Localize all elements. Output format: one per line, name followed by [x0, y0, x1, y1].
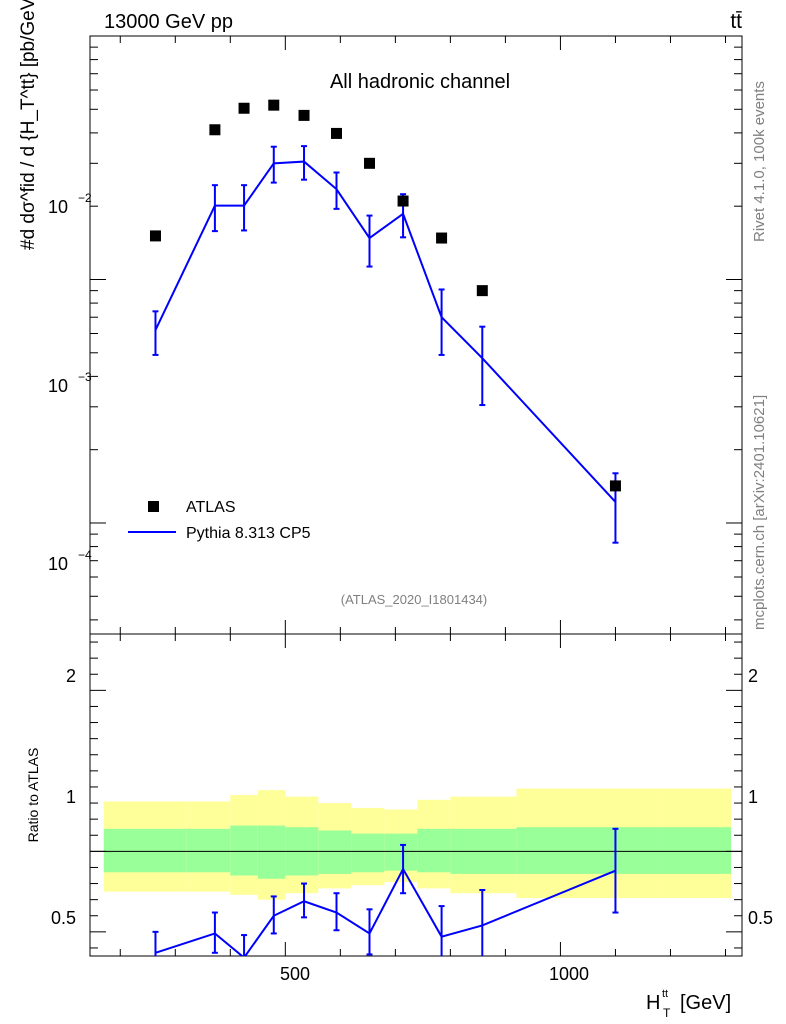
svg-text:tt: tt [662, 988, 668, 1000]
x-axis-label: H tt T [GeV] [646, 988, 731, 1020]
svg-text:−2: −2 [78, 191, 92, 205]
svg-text:10: 10 [48, 554, 68, 574]
atlas-series [149, 99, 621, 492]
x-tick-500: 500 [280, 964, 310, 984]
svg-text:H: H [646, 992, 660, 1014]
y-axis-label-main: #d dσ^fid / d {H_T^tt} [pb/GeV] [18, 0, 39, 250]
rivet-label: Rivet 4.1.0, 100k events [751, 81, 768, 242]
inner-band-bin [659, 827, 731, 874]
inner-band-bin [186, 828, 231, 873]
uncertainty-bands [90, 788, 742, 900]
atlas-point [364, 157, 376, 169]
pythia-line [154, 160, 617, 503]
atlas-point [268, 99, 280, 111]
svg-text:10: 10 [48, 197, 68, 217]
inner-band-bin [318, 830, 352, 874]
y-tick-label-1e-2: 10 −2 [48, 191, 92, 217]
analysis-label: (ATLAS_2020_I1801434) [341, 592, 487, 607]
svg-text:−4: −4 [78, 548, 92, 562]
inner-band-bin [351, 833, 385, 873]
atlas-point [330, 127, 342, 139]
ratio-tick-right-1: 1 [748, 787, 758, 807]
inner-band-bin [417, 828, 451, 873]
y-tick-label-1e-3: 10 −3 [48, 370, 92, 396]
atlas-point [149, 230, 161, 242]
pythia-ratio-series [152, 827, 619, 956]
process-label: tt̄ [730, 10, 742, 33]
legend-atlas-marker [148, 501, 159, 512]
legend-pythia-label: Pythia 8.313 CP5 [186, 525, 311, 542]
ratio-plot-area [152, 827, 619, 956]
inner-band-bin [257, 825, 286, 879]
ratio-frame [89, 633, 743, 957]
atlas-point [476, 285, 488, 297]
inner-band-bin [516, 827, 660, 874]
inner-band-bin [103, 828, 187, 873]
y-tick-label-1e-4: 10 −4 [48, 548, 92, 574]
mcplots-label: mcplots.cern.ch [arXiv:2401.10621] [751, 395, 768, 630]
svg-text:−3: −3 [78, 370, 92, 384]
energy-label: 13000 GeV pp [104, 11, 233, 33]
atlas-point [397, 195, 409, 207]
ratio-tick-1: 1 [66, 787, 76, 807]
legend-atlas-label: ATLAS [186, 499, 236, 516]
atlas-point [436, 232, 448, 244]
pythia-series [152, 145, 619, 544]
inner-band-bin [230, 825, 258, 876]
ratio-tick-right-0.5: 0.5 [748, 908, 773, 928]
x-tick-1000: 1000 [549, 964, 589, 984]
y-axis-label-ratio: Ratio to ATLAS [25, 748, 41, 843]
atlas-point [609, 480, 621, 492]
ratio-tick-right-2: 2 [748, 666, 758, 686]
main-frame [89, 35, 743, 635]
svg-text:10: 10 [48, 376, 68, 396]
inner-band-bin [384, 833, 418, 871]
atlas-point [209, 124, 221, 136]
svg-text:[GeV]: [GeV] [680, 992, 731, 1014]
ratio-tick-2: 2 [66, 666, 76, 686]
channel-label: All hadronic channel [330, 71, 510, 93]
atlas-point [238, 102, 250, 114]
atlas-point [298, 109, 310, 121]
legend: ATLAS Pythia 8.313 CP5 [128, 499, 311, 542]
axis-ticks [90, 35, 742, 956]
svg-text:T: T [663, 1006, 671, 1020]
ratio-tick-0.5: 0.5 [51, 908, 76, 928]
